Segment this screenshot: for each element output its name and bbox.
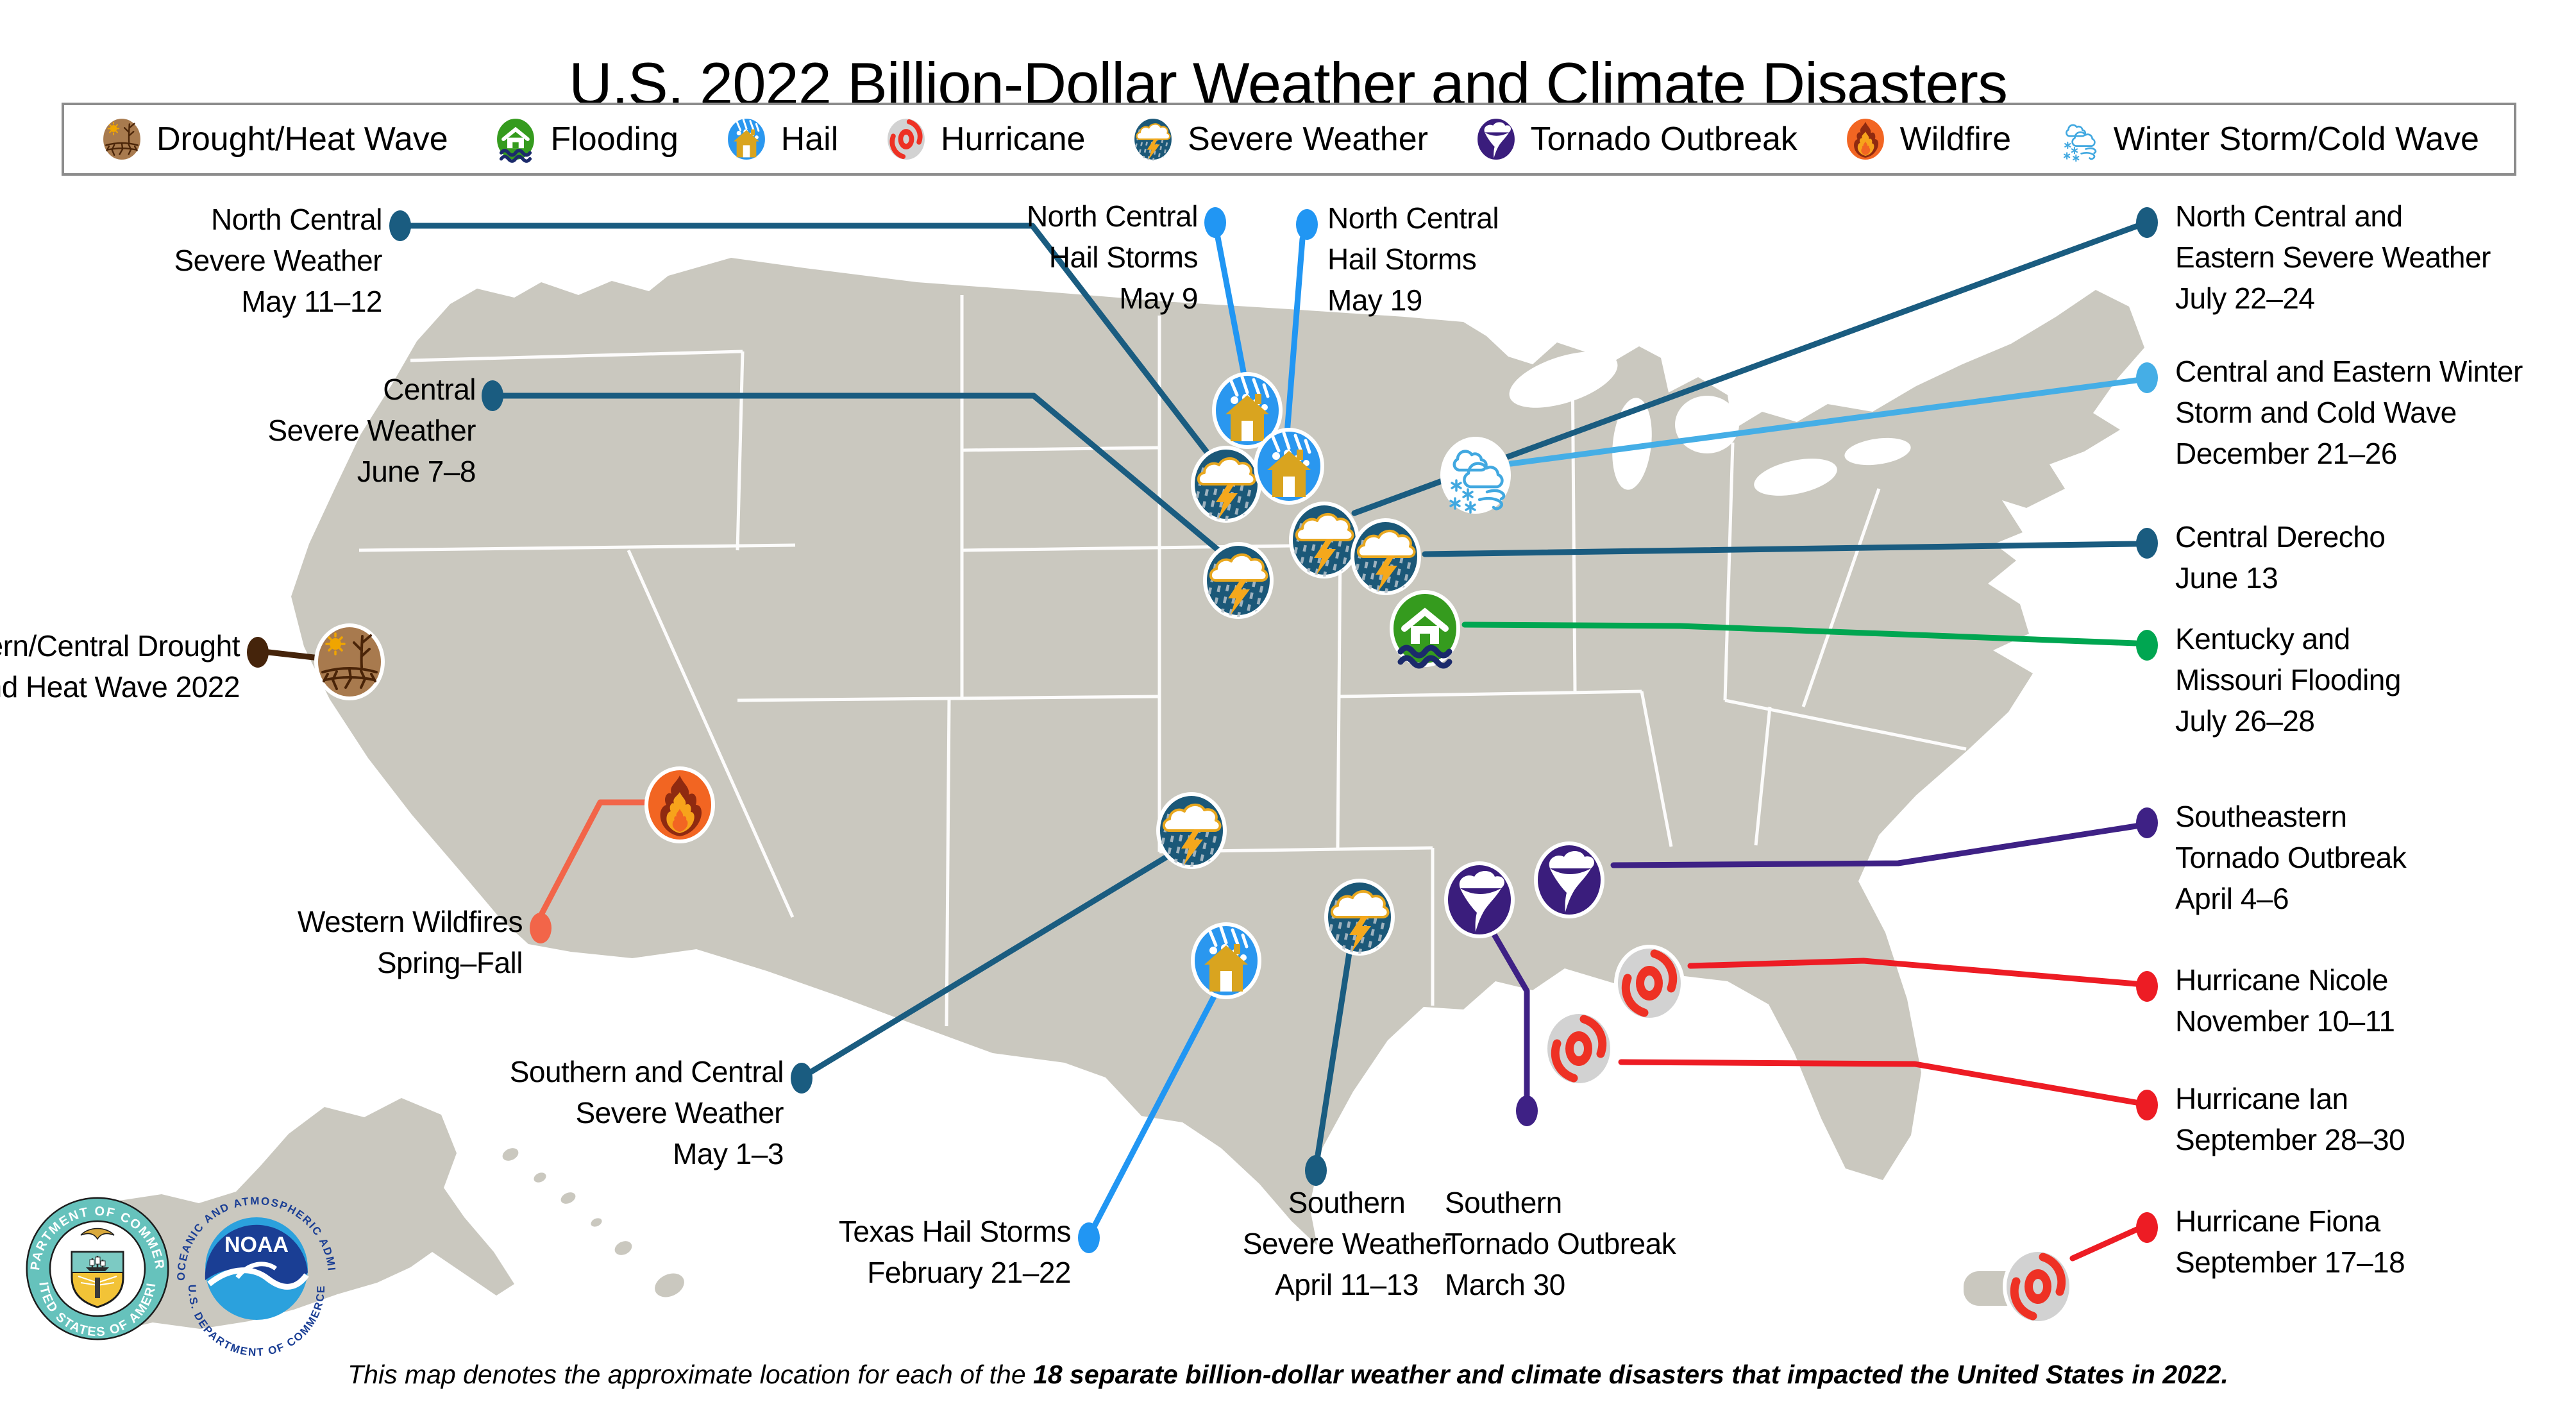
sc-severe-may1-label: Southern and Central Severe Weather May 1–… [510, 1055, 784, 1170]
legend-item-severe: Severe Weather [1130, 114, 1428, 164]
ky-mo-flooding-july26-dot [2136, 630, 2158, 661]
hurricane-fiona-sept17-connector [2069, 1224, 2150, 1262]
contiguous-us [291, 258, 2144, 1246]
nc-hail-may19-dot [1296, 209, 1318, 240]
legend-item-winter: Winter Storm/Cold Wave [2056, 114, 2479, 164]
western-wildfires-label: Western Wildfires Spring–Fall [298, 905, 523, 979]
footer-note: This map denotes the approximate locatio… [0, 1360, 2576, 1390]
noaa-bird-icon [207, 1262, 309, 1290]
hawaii [502, 1148, 684, 1297]
nc-severe-may11-label: North Central Severe Weather May 11–12 [174, 203, 382, 318]
hurricane-nicole-nov10-dot [2136, 971, 2158, 1002]
footer-text-normal: This map denotes the approximate locatio… [348, 1360, 1034, 1389]
event-labels: North Central Severe Weather May 11–12 Cent… [0, 199, 2523, 1301]
western-central-drought-label: Western/Central Droughtand Heat Wave 202… [0, 629, 240, 704]
nce-severe-july22-label: North Central and Eastern Severe Weather J… [2175, 199, 2491, 315]
hurricane-fiona-sept17-dot [2136, 1212, 2158, 1243]
hurricane-icon [2005, 1250, 2071, 1323]
legend-label: Flooding [550, 121, 678, 158]
great-lakes [1509, 351, 1911, 496]
tornado-icon [1536, 843, 1603, 916]
hail-icon [1193, 924, 1259, 997]
legend-item-drought: Drought/Heat Wave [99, 114, 448, 164]
southern-tornado-march30-dot [1516, 1095, 1538, 1126]
legend-item-hail: Hail [723, 114, 839, 164]
legend-label: Tornado Outbreak [1530, 121, 1797, 158]
hurricane-nicole-nov10-label: Hurricane Nicole November 10–11 [2175, 963, 2395, 1038]
hurricane-icon [1545, 1012, 1612, 1085]
hurricane-icon [1616, 947, 1683, 1020]
wildfire-icon [646, 768, 713, 841]
legend-item-tornado: Tornado Outbreak [1473, 114, 1797, 164]
hurricane-ian-sept28-dot [2136, 1090, 2158, 1120]
nc-severe-may11-dot [389, 210, 411, 241]
doc-seal: DEPARTMENT OF COMMERCE UNITED STATES OF … [26, 1197, 169, 1340]
nc-hail-may9-label: North Central Hail Storms May 9 [1027, 199, 1198, 315]
western-central-drought-dot [247, 637, 269, 668]
hurricane-ian-sept28-label: Hurricane Ian September 28–30 [2175, 1082, 2405, 1156]
legend-label: Hurricane [940, 121, 1086, 158]
winter-dec21-label: Central and Eastern Winter Storm and Cold… [2175, 355, 2523, 470]
tornado-icon [1446, 863, 1513, 936]
tx-hail-feb21-label: Texas Hail Storms February 21–22 [839, 1215, 1071, 1289]
doc-shield-icon [71, 1251, 124, 1308]
southern-severe-april11-label: Southern Severe Weather April 11–13 [1243, 1186, 1451, 1301]
southern-severe-april11-dot [1305, 1155, 1327, 1186]
drought-icon [316, 625, 383, 698]
legend-label: Hail [780, 121, 839, 158]
noaa-acronym: NOAA [224, 1233, 289, 1257]
se-tornado-april4-label: Southeastern Tornado Outbreak April 4–6 [2175, 800, 2407, 915]
legend-label: Severe Weather [1188, 121, 1428, 158]
winter-dec21-dot [2136, 362, 2158, 393]
central-severe-june7-label: Central Severe Weather June 7–8 [267, 373, 476, 488]
footer-text-bold: 18 separate billion-dollar weather and c… [1033, 1360, 2228, 1389]
flood-icon [1392, 592, 1458, 666]
se-tornado-april4-dot [2136, 807, 2158, 838]
legend-item-flood: Flooding [492, 114, 678, 164]
hurricane-fiona-sept17-label: Hurricane Fiona September 17–18 [2175, 1204, 2405, 1279]
southern-tornado-march30-label: Southern Tornado Outbreak March 30 [1445, 1186, 1677, 1301]
nc-hail-may9-dot [1204, 207, 1226, 238]
central-severe-june7-dot [482, 380, 503, 411]
label-dots [247, 207, 2158, 1253]
legend-bar: Drought/Heat Wave Flooding Hail Hurricane Se… [62, 103, 2516, 176]
central-derecho-june13-label: Central Derecho June 13 [2175, 520, 2385, 595]
legend-label: Winter Storm/Cold Wave [2113, 121, 2479, 158]
sc-severe-may1-dot [791, 1063, 812, 1094]
western-wildfires-dot [530, 913, 551, 943]
nce-severe-july22-dot [2136, 207, 2158, 238]
doc-eagle-icon [80, 1228, 115, 1240]
legend-item-wildfire: Wildfire [1842, 114, 2011, 164]
winter-icon [1442, 439, 1509, 512]
hail-icon [1256, 430, 1322, 503]
nc-hail-may19-label: North Central Hail Storms May 19 [1327, 201, 1499, 317]
us-map [54, 258, 2144, 1333]
central-derecho-june13-dot [2136, 528, 2158, 559]
legend-label: Wildfire [1899, 121, 2012, 158]
ky-mo-flooding-july26-label: Kentucky and Missouri Flooding July 26–28 [2175, 622, 2401, 738]
state-borders [358, 295, 1967, 1027]
alaska [54, 1098, 514, 1333]
tx-hail-feb21-dot [1078, 1222, 1100, 1253]
legend-item-hurricane: Hurricane [883, 114, 1085, 164]
legend-label: Drought/Heat Wave [156, 121, 448, 158]
